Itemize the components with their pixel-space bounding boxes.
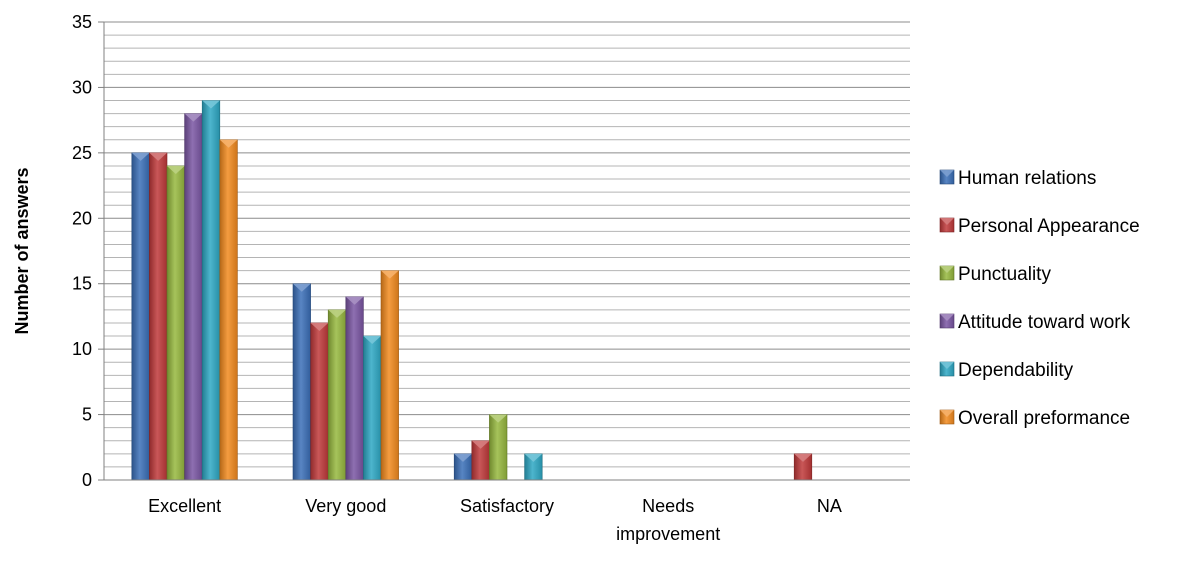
bar-bevel: [167, 165, 185, 174]
x-tick-label: Needs improvement: [616, 496, 720, 544]
legend-item: Attitude toward work: [939, 312, 1131, 333]
legend-item: Human relations: [939, 168, 1096, 189]
y-tick-label: 25: [72, 143, 92, 163]
axes: [103, 22, 910, 481]
bar-bevel: [471, 440, 490, 449]
y-tick-label: 30: [72, 77, 92, 97]
bar-overall-preformance-very-good: [380, 270, 399, 481]
y-tick-label: 0: [82, 470, 92, 490]
bar-bevel: [363, 336, 381, 345]
legend-swatch-bevel: [940, 266, 954, 273]
bar-personal-appearance-very-good: [310, 322, 329, 481]
legend-label: Overall preformance: [958, 408, 1130, 429]
legend-label: Attitude toward work: [958, 312, 1131, 333]
legend-swatch-bevel: [940, 410, 954, 417]
x-tick-label: Satisfactory: [460, 496, 554, 516]
bar-bevel: [381, 270, 399, 279]
x-tick-label: NA: [817, 496, 842, 516]
bar-bevel: [524, 453, 543, 462]
y-tick-label: 35: [72, 12, 92, 32]
bar-attitude-toward-work-very-good: [345, 296, 364, 481]
bar-dependability-excellent: [201, 100, 221, 481]
legend-swatch-bevel: [940, 218, 954, 225]
legend-item: Punctuality: [939, 264, 1051, 285]
legend-item: Personal Appearance: [939, 216, 1140, 237]
legend-item: Overall preformance: [939, 408, 1130, 429]
legend-label: Punctuality: [958, 264, 1051, 285]
x-tick-labels: Excellent Very good Satisfactory Needs impro…: [148, 496, 842, 544]
y-tick-label: 15: [72, 274, 92, 294]
bar-bevel: [202, 100, 220, 109]
bar-bevel: [310, 322, 329, 331]
bar-bevel: [328, 309, 346, 318]
legend-swatch-bevel: [940, 362, 954, 369]
bar-bevel: [489, 414, 507, 423]
bar-punctuality-excellent: [166, 165, 185, 481]
y-axis-title: Number of answers: [12, 167, 32, 334]
y-tick-label: 5: [82, 405, 92, 425]
legend-label: Dependability: [958, 360, 1074, 381]
bar-bevel: [293, 283, 311, 292]
bar-personal-appearance-excellent: [149, 152, 168, 481]
bar-bevel: [345, 296, 364, 305]
bar-overall-preformance-excellent: [219, 139, 238, 481]
bar-bevel: [794, 453, 812, 462]
legend-item: Dependability: [939, 360, 1074, 381]
bar-bevel: [219, 139, 238, 148]
bars: [131, 100, 813, 481]
bar-bevel: [149, 152, 167, 161]
bar-attitude-toward-work-excellent: [184, 113, 203, 481]
bar-dependability-very-good: [363, 335, 382, 481]
y-tick-labels: 0 5 10 15 20 25 30 35: [72, 12, 104, 490]
y-tick-label: 20: [72, 208, 92, 228]
x-tick-label: Excellent: [148, 496, 221, 516]
bar-punctuality-satisfactory: [489, 414, 508, 481]
legend-label: Personal Appearance: [958, 216, 1140, 237]
bar-bevel: [184, 113, 203, 122]
gridlines: [104, 21, 910, 481]
bar-human-relations-excellent: [131, 152, 150, 481]
bar-human-relations-very-good: [292, 283, 311, 481]
bar-bevel: [131, 152, 150, 161]
x-tick-label: Very good: [305, 496, 386, 516]
bar-bevel: [454, 453, 472, 462]
bar-punctuality-very-good: [327, 309, 347, 481]
legend: Human relations Personal Appearance Punctu…: [939, 168, 1140, 429]
legend-swatch-bevel: [940, 170, 954, 177]
legend-label: Human relations: [958, 168, 1096, 189]
y-tick-label: 10: [72, 339, 92, 359]
legend-swatch-bevel: [940, 314, 954, 321]
